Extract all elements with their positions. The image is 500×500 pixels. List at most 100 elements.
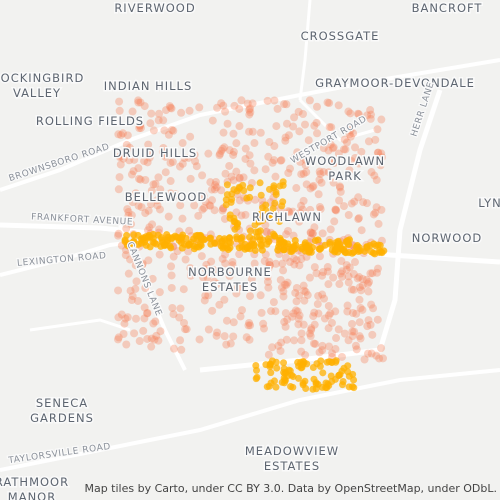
point <box>306 205 315 214</box>
point <box>295 127 304 136</box>
point <box>362 199 371 208</box>
place-label: VALLEY <box>13 86 61 100</box>
point <box>274 246 282 254</box>
point <box>252 228 260 236</box>
point <box>114 130 123 139</box>
point <box>270 142 279 151</box>
point <box>283 278 292 287</box>
point <box>191 268 200 277</box>
point <box>281 370 289 378</box>
point <box>314 309 323 318</box>
point <box>267 369 275 377</box>
point <box>114 335 123 344</box>
point <box>279 266 288 275</box>
point <box>307 325 316 334</box>
point <box>264 264 273 273</box>
point <box>233 235 241 243</box>
point <box>281 136 290 145</box>
point <box>207 234 215 242</box>
point <box>235 244 243 252</box>
point <box>223 119 232 128</box>
point <box>320 294 329 303</box>
point <box>237 211 246 220</box>
point <box>295 208 304 217</box>
point <box>243 99 252 108</box>
point <box>167 262 176 271</box>
point <box>302 384 310 392</box>
point <box>331 248 339 256</box>
point <box>217 99 226 108</box>
point <box>358 281 367 290</box>
point <box>300 296 309 305</box>
point <box>351 341 360 350</box>
point <box>245 151 254 160</box>
point <box>282 230 291 239</box>
point <box>314 236 322 244</box>
place-label: RIVERWOOD <box>114 1 195 15</box>
point <box>371 208 380 217</box>
point <box>374 148 383 157</box>
point <box>193 236 201 244</box>
point <box>149 234 157 242</box>
point <box>200 296 209 305</box>
point <box>368 330 377 339</box>
point <box>211 177 220 186</box>
point <box>307 324 316 333</box>
point <box>118 129 127 138</box>
point <box>276 156 285 165</box>
point <box>306 228 315 237</box>
point <box>217 238 225 246</box>
point <box>229 332 238 341</box>
point <box>295 291 304 300</box>
point <box>329 273 338 282</box>
point <box>349 270 358 279</box>
point <box>155 109 164 118</box>
point <box>229 147 238 156</box>
point <box>318 290 327 299</box>
point <box>284 168 293 177</box>
point <box>150 335 159 344</box>
point <box>302 168 311 177</box>
point <box>235 196 244 205</box>
point <box>217 186 226 195</box>
point <box>149 319 158 328</box>
place-label: RICHLAWN <box>252 210 322 224</box>
point <box>250 166 259 175</box>
point <box>336 269 345 278</box>
point <box>126 255 135 264</box>
point <box>340 329 349 338</box>
point <box>325 358 333 366</box>
point <box>212 331 221 340</box>
point <box>276 346 285 355</box>
point <box>281 253 290 262</box>
point <box>176 201 185 210</box>
point <box>306 228 315 237</box>
place-label: INDIAN HILLS <box>104 79 193 93</box>
point <box>311 339 320 348</box>
point <box>344 368 352 376</box>
point <box>140 102 149 111</box>
point <box>298 245 306 253</box>
point <box>117 310 126 319</box>
point <box>124 207 133 216</box>
point <box>338 272 347 281</box>
point <box>270 96 279 105</box>
point <box>131 189 140 198</box>
point <box>273 104 282 113</box>
point <box>169 344 178 353</box>
point <box>114 313 123 322</box>
point <box>221 169 230 178</box>
point <box>356 334 365 343</box>
point <box>122 140 131 149</box>
point <box>128 198 137 207</box>
attribution: Map tiles by Carto, under CC BY 3.0. Dat… <box>84 482 497 495</box>
point <box>298 363 306 371</box>
point <box>324 280 333 289</box>
point <box>156 185 165 194</box>
point <box>124 269 133 278</box>
point <box>310 308 319 317</box>
point <box>207 283 216 292</box>
point <box>292 297 301 306</box>
point <box>257 308 266 317</box>
point <box>286 258 295 267</box>
